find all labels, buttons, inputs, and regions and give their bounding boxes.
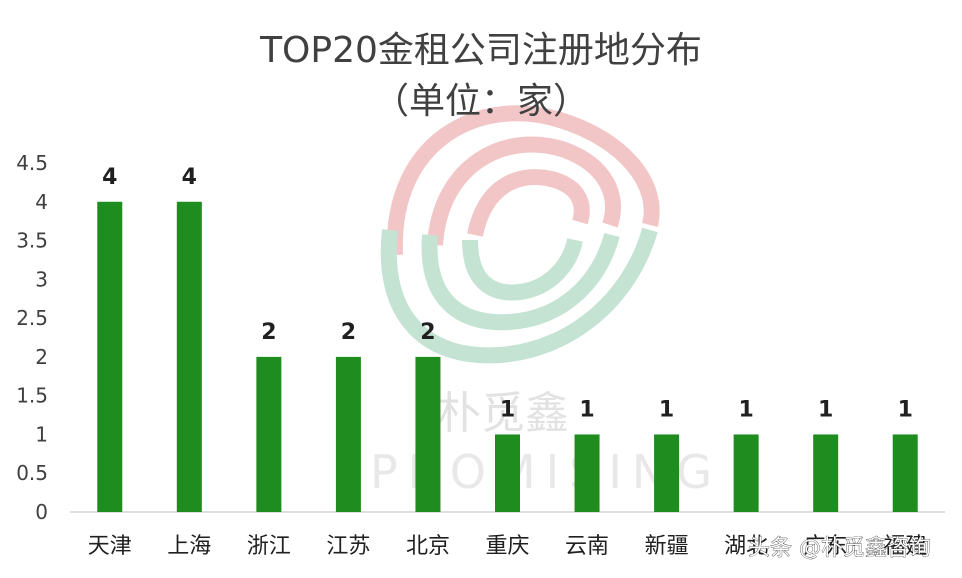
data-label: 2 <box>420 320 435 345</box>
y-tick-label: 1.5 <box>16 384 48 408</box>
bar <box>495 434 520 512</box>
data-label: 2 <box>341 320 356 345</box>
category-label: 广东 <box>804 534 848 559</box>
credit-text: 头条 @朴觅鑫咨询 <box>748 536 931 561</box>
category-label: 天津 <box>88 534 132 559</box>
category-label: 浙江 <box>247 534 291 559</box>
y-tick-label: 2 <box>35 345 48 369</box>
bar <box>813 434 839 512</box>
y-tick-label: 2.5 <box>16 306 48 330</box>
chart-subtitle: （单位：家） <box>373 81 589 122</box>
category-label: 云南 <box>565 534 609 559</box>
data-label: 1 <box>898 397 913 422</box>
data-label: 1 <box>738 397 753 422</box>
y-tick-label: 0 <box>35 500 48 524</box>
category-label: 北京 <box>406 534 450 559</box>
category-label: 重庆 <box>485 534 529 559</box>
data-label: 1 <box>818 397 833 422</box>
bar <box>733 434 759 512</box>
data-label: 4 <box>102 165 117 190</box>
y-tick-label: 4 <box>35 190 48 214</box>
category-label: 湖北 <box>724 534 768 559</box>
bars <box>97 201 918 512</box>
data-label: 4 <box>182 165 197 190</box>
data-labels: 4 4 2 2 2 1 1 1 1 1 1 <box>102 165 913 423</box>
watermark-bottom-arcs <box>380 227 658 364</box>
category-label: 上海 <box>167 534 211 559</box>
y-tick-label: 1 <box>35 422 48 446</box>
watermark-arc <box>380 227 658 364</box>
watermark-arc <box>462 238 583 301</box>
category-label: 江苏 <box>326 534 370 559</box>
watermark-arc <box>427 136 621 246</box>
watermark-arc <box>421 232 620 331</box>
category-label: 新疆 <box>645 534 689 559</box>
category-labels: 天津 上海 浙江 江苏 北京 重庆 云南 新疆 湖北 广东 福建 <box>88 534 927 559</box>
watermark-text: 朴觅鑫 <box>437 388 569 439</box>
watermark-arc <box>386 105 660 256</box>
bar <box>256 356 282 512</box>
category-label: 福建 <box>883 534 927 559</box>
chart-title: TOP20金租公司注册地分布 <box>259 30 702 71</box>
bar <box>97 201 123 512</box>
data-label: 2 <box>261 320 276 345</box>
bar <box>654 434 680 512</box>
bar <box>176 201 202 512</box>
bar <box>892 434 918 512</box>
watermark-arc <box>467 169 590 237</box>
data-label: 1 <box>579 397 594 422</box>
y-tick-label: 3 <box>35 267 48 291</box>
bar <box>415 356 441 512</box>
bar <box>335 356 361 512</box>
y-axis-ticks: 0 0.5 1 1.5 2 2.5 3 3.5 4 4.5 <box>16 151 48 524</box>
data-label: 1 <box>500 397 515 422</box>
watermark-top-arcs <box>386 105 660 256</box>
y-tick-label: 0.5 <box>16 461 48 485</box>
y-tick-label: 4.5 <box>16 151 48 175</box>
y-tick-label: 3.5 <box>16 229 48 253</box>
bar <box>574 434 600 512</box>
data-label: 1 <box>659 397 674 422</box>
